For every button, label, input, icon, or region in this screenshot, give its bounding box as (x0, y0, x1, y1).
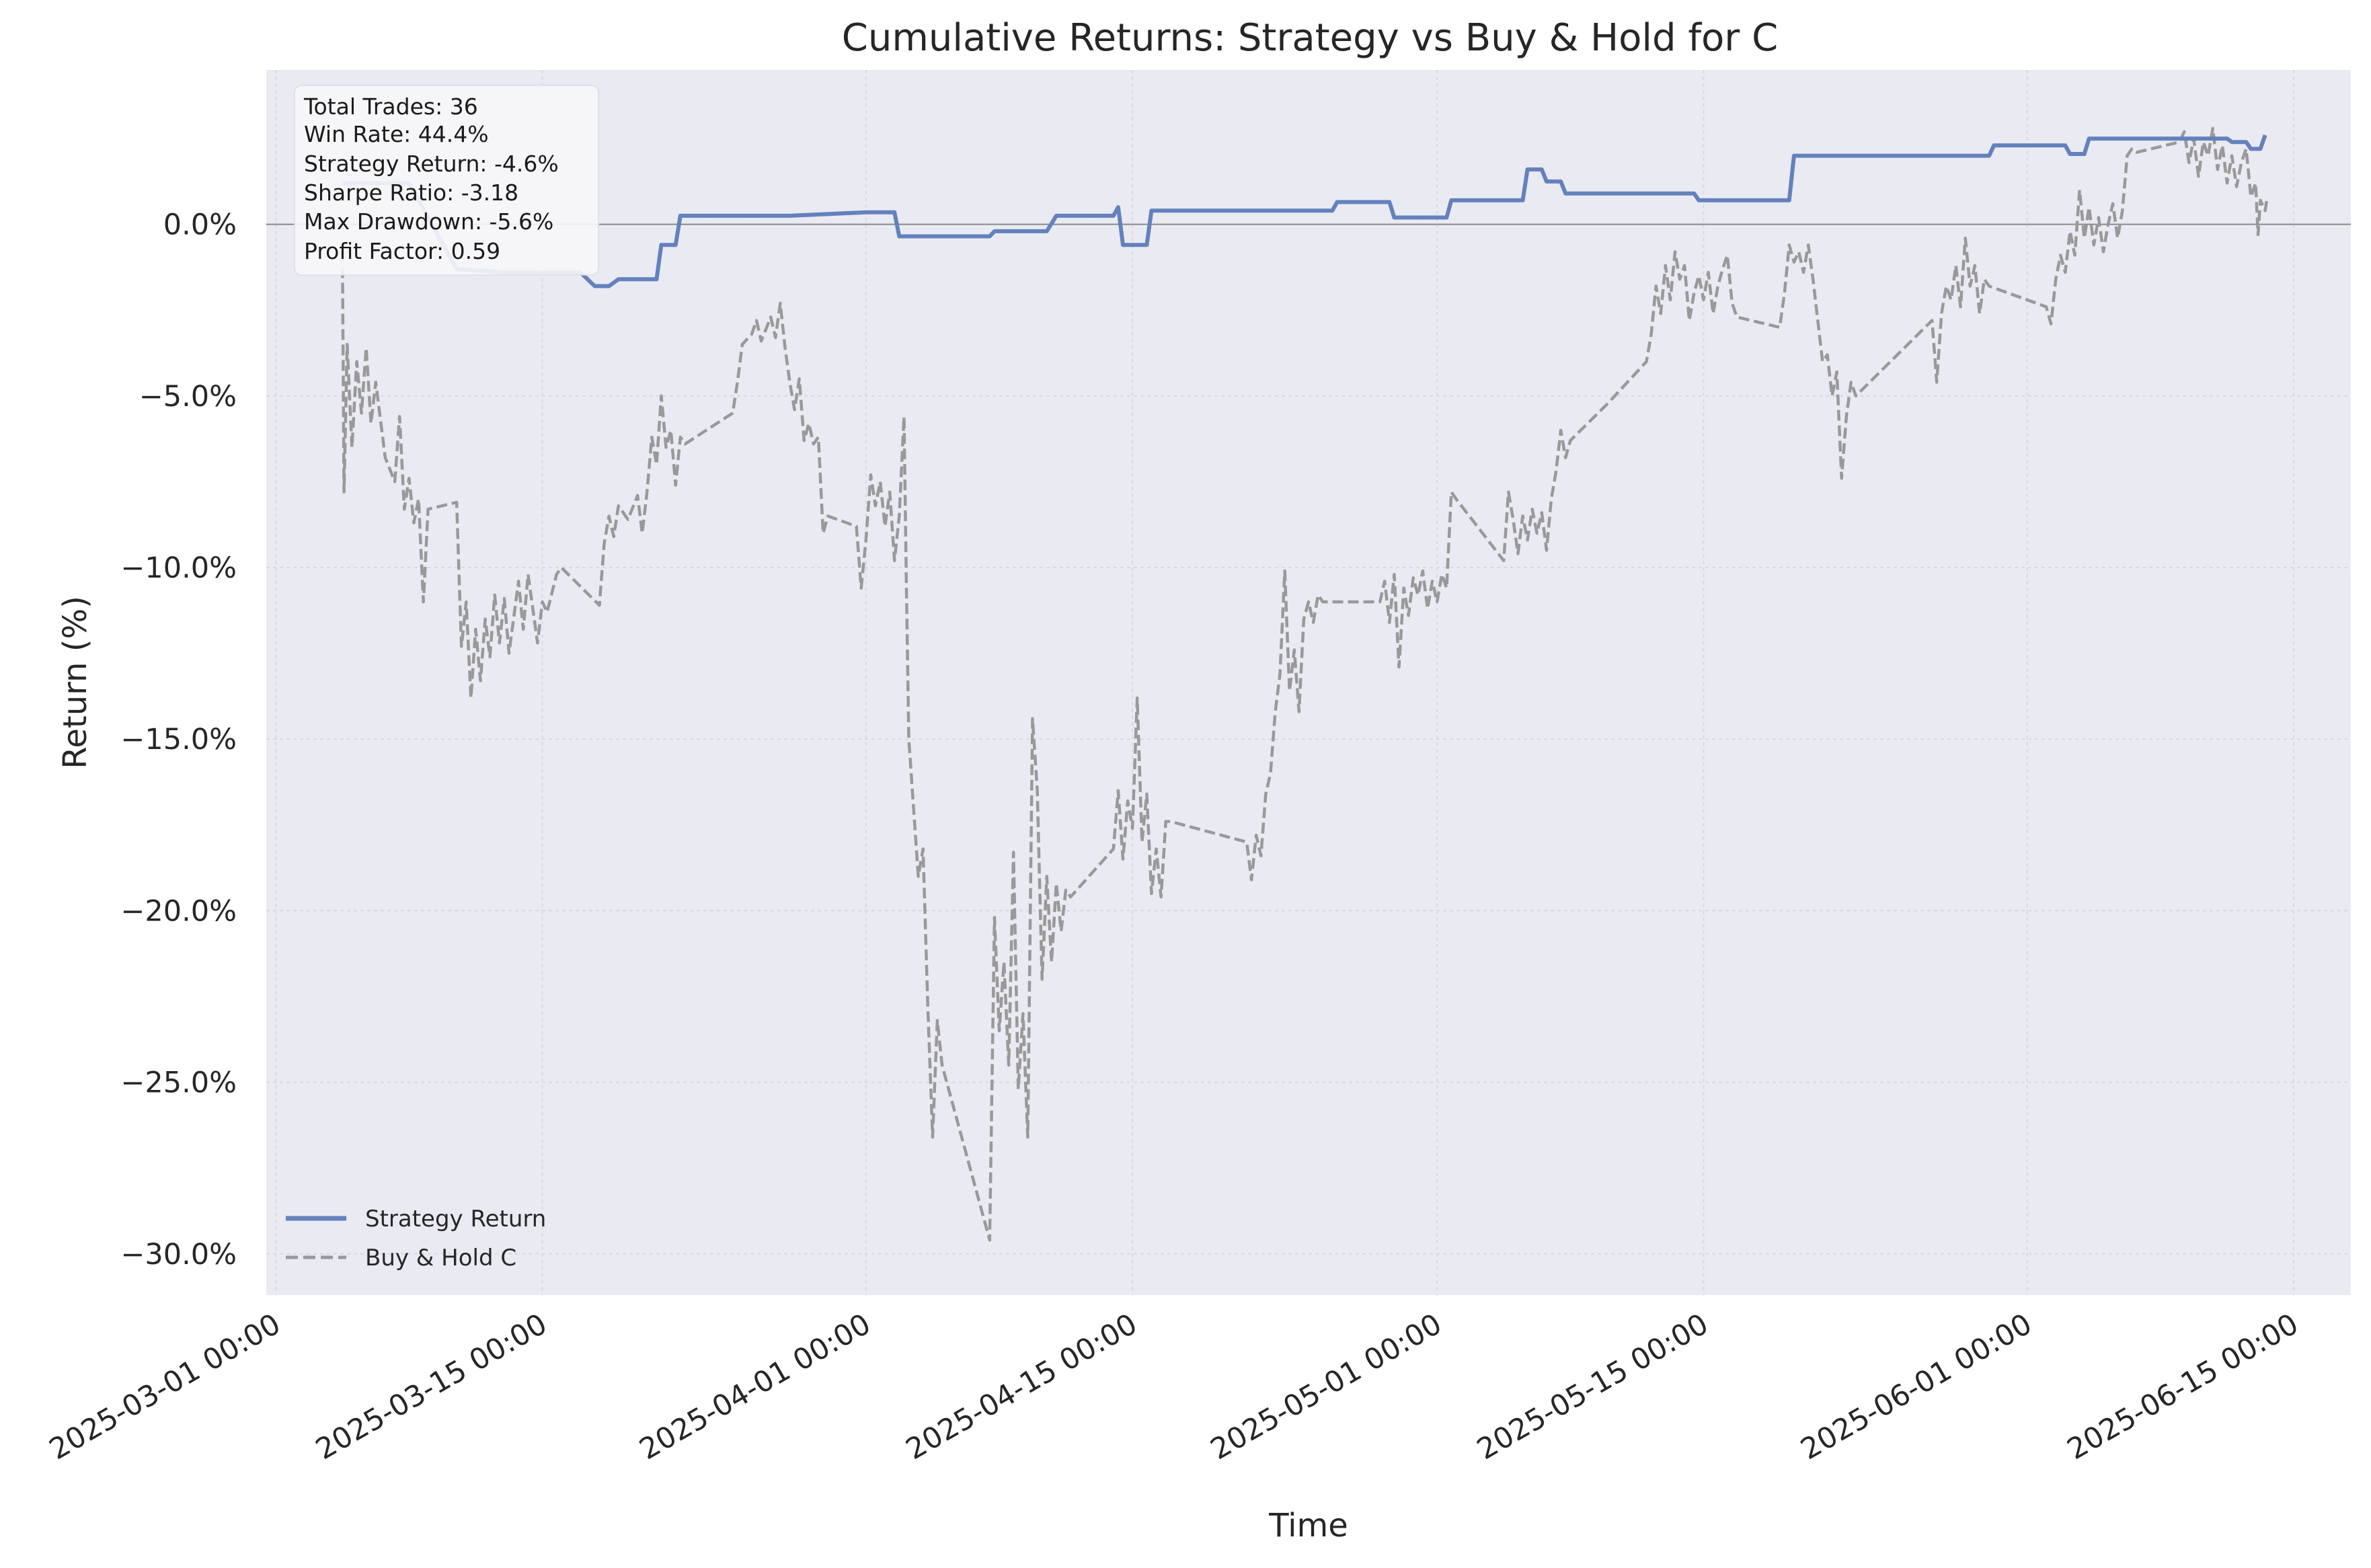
stats-box: Total Trades: 36 Win Rate: 44.4% Strateg… (294, 85, 599, 276)
y-tick-label: −30.0% (120, 1238, 237, 1271)
stats-sharpe-ratio: Sharpe Ratio: -3.18 (304, 180, 518, 206)
stats-total-trades: Total Trades: 36 (303, 93, 478, 120)
x-tick-label: 2025-06-15 00:00 (2062, 1307, 2304, 1466)
stats-win-rate: Win Rate: 44.4% (304, 121, 489, 147)
y-tick-label: −5.0% (139, 380, 237, 414)
x-tick-label: 2025-03-01 00:00 (44, 1307, 286, 1466)
y-tick-label: −20.0% (120, 894, 237, 928)
legend: Strategy Return Buy & Hold C (286, 1206, 546, 1271)
y-tick-labels: 0.0% −5.0% −10.0% −15.0% −20.0% −25.0% −30.0% (120, 208, 237, 1271)
stats-box-background (294, 85, 599, 276)
series-layer (340, 126, 2269, 1242)
x-tick-label: 2025-04-15 00:00 (900, 1307, 1143, 1466)
x-tick-labels: 2025-03-01 00:00 2025-03-15 00:00 2025-04-… (44, 1307, 2304, 1466)
stats-strategy-return: Strategy Return: -4.6% (304, 151, 559, 177)
stats-max-drawdown: Max Drawdown: -5.6% (304, 208, 553, 235)
x-tick-label: 2025-06-01 00:00 (1795, 1307, 2038, 1466)
y-tick-label: 0.0% (163, 208, 237, 242)
x-axis-label: Time (1268, 1507, 1348, 1544)
chart-title: Cumulative Returns: Strategy vs Buy & Ho… (842, 16, 1778, 60)
legend-label-strategy: Strategy Return (365, 1206, 546, 1232)
y-tick-label: −10.0% (120, 551, 237, 585)
plot-area (266, 70, 2351, 1295)
x-tick-label: 2025-03-15 00:00 (310, 1307, 553, 1466)
series-line-strategy-return (342, 134, 2267, 288)
legend-label-buy-hold: Buy & Hold C (365, 1245, 516, 1271)
y-axis-label: Return (%) (56, 596, 94, 769)
y-tick-label: −15.0% (120, 723, 237, 756)
x-tick-label: 2025-05-15 00:00 (1471, 1307, 1714, 1466)
series-line-buy-hold (340, 126, 2269, 1242)
x-tick-label: 2025-05-01 00:00 (1205, 1307, 1448, 1466)
x-tick-label: 2025-04-01 00:00 (634, 1307, 877, 1466)
stats-profit-factor: Profit Factor: 0.59 (304, 238, 500, 264)
y-tick-label: −25.0% (120, 1066, 237, 1100)
